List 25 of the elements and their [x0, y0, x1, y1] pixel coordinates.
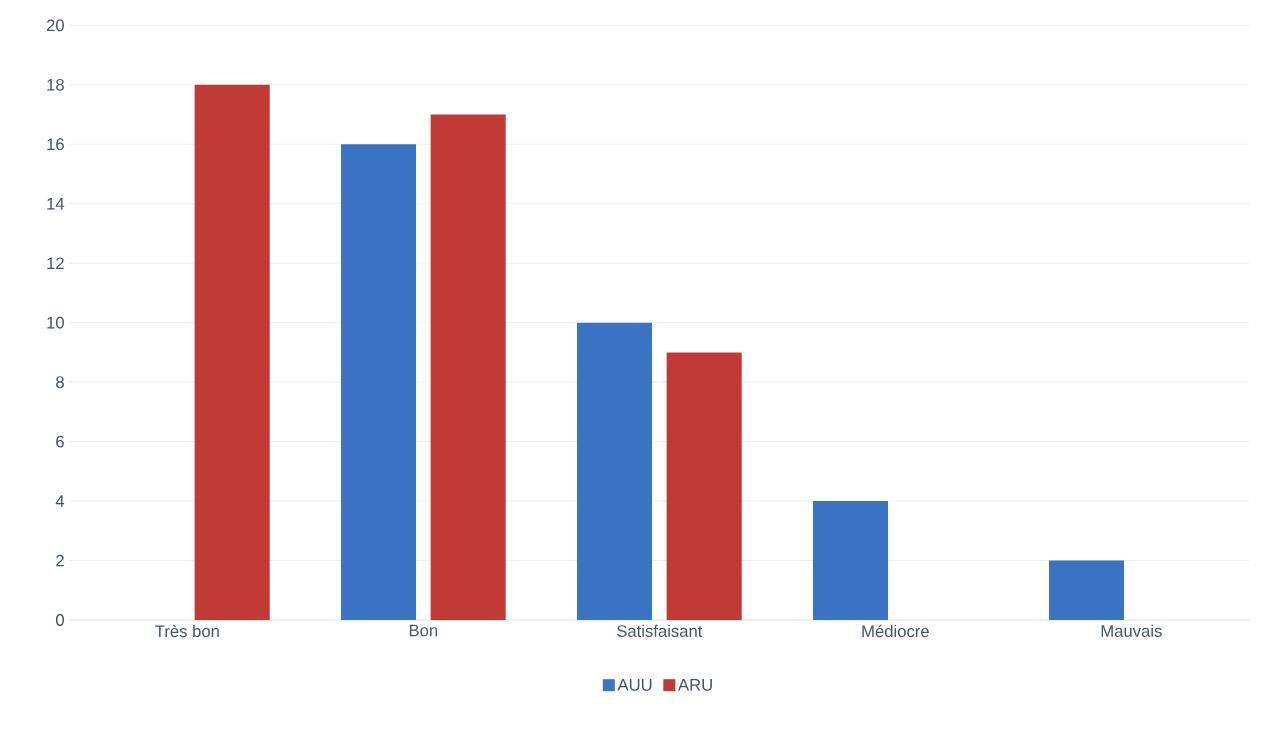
y-tick-label: 4 — [55, 495, 65, 507]
bar — [430, 114, 506, 620]
x-tick-label: Mauvais — [1101, 624, 1162, 637]
x-tick-label: Médiocre — [862, 624, 929, 638]
legend-label: AUU — [617, 679, 652, 691]
y-tick-label: 10 — [47, 316, 64, 329]
y-tick-label: 16 — [47, 138, 64, 151]
y-tick-label: 20 — [46, 19, 64, 32]
y-tick-label: 14 — [47, 198, 65, 210]
y-tick-label: 8 — [56, 376, 64, 389]
x-tick-label: Très bon — [155, 624, 219, 638]
bar — [340, 144, 417, 620]
bar — [666, 352, 742, 620]
x-tick-label: Satisfaisant — [617, 624, 703, 637]
legend-label: ARU — [678, 679, 712, 691]
x-tick-label: Bon — [409, 624, 438, 637]
y-tick-label: 6 — [56, 435, 64, 448]
bar — [812, 501, 889, 620]
y-tick-label: 0 — [56, 614, 64, 626]
y-tick-label: 12 — [47, 257, 64, 270]
y-tick-label: 18 — [47, 78, 64, 91]
bar — [194, 84, 270, 620]
y-tick-label: 2 — [56, 554, 64, 567]
bar — [1048, 560, 1125, 620]
bar — [576, 322, 653, 620]
